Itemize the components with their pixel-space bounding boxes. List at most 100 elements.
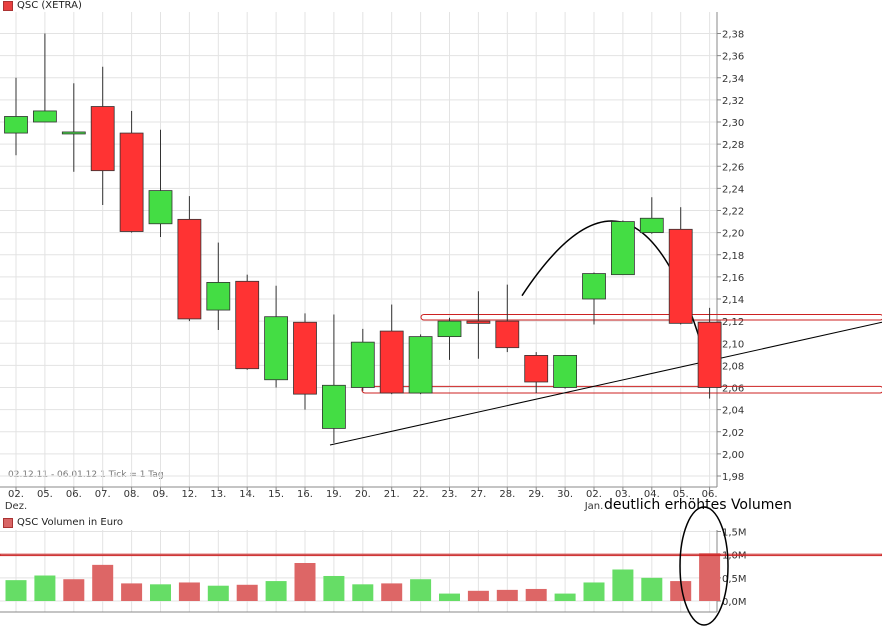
x-tick-label: 06. <box>702 489 718 500</box>
volume-bar <box>5 580 27 601</box>
price-tick-label: 2,28 <box>722 140 744 151</box>
volume-chart-title: QSC Volumen in Euro <box>17 517 124 528</box>
resistance-band <box>420 313 882 321</box>
price-tick-label: 2,26 <box>722 162 744 173</box>
candle-body <box>639 217 664 234</box>
volume-bar <box>178 582 200 601</box>
x-tick-label: 22. <box>413 489 429 500</box>
price-tick-label: 2,34 <box>722 74 744 85</box>
volume-bar <box>583 582 605 601</box>
volume-legend: QSC Volumen in Euro <box>3 517 123 528</box>
volume-bar <box>670 581 692 601</box>
price-tick-label: 2,20 <box>722 229 744 240</box>
candle-body <box>697 321 722 388</box>
candle-body <box>553 355 577 388</box>
candle-body <box>379 330 404 394</box>
price-tick-label: 2,00 <box>722 450 744 461</box>
volume-tick-label: 0,5M <box>722 574 747 585</box>
x-tick-label: 08. <box>124 489 140 500</box>
volume-bar <box>641 577 663 601</box>
volume-tick-label: 1,5M <box>722 528 747 539</box>
chart-info-text: 02.12.11 - 06.01.12 1 Tick = 1 Tag <box>8 470 164 480</box>
volume-bar <box>352 584 374 601</box>
price-tick-label: 2,24 <box>722 184 744 195</box>
x-tick-label: 23. <box>442 489 458 500</box>
x-tick-label: 16. <box>297 489 313 500</box>
x-tick-label: 27. <box>470 489 486 500</box>
volume-bar <box>294 563 316 601</box>
support-band <box>361 385 882 394</box>
price-tick-label: 2,16 <box>722 273 744 284</box>
volume-bar <box>439 593 460 601</box>
candle-body <box>119 132 144 232</box>
price-tick-label: 2,36 <box>722 52 744 63</box>
price-legend-swatch <box>3 0 13 11</box>
x-tick-label: 13. <box>210 489 226 500</box>
x-tick-label: 12. <box>181 489 197 500</box>
price-legend: QSC (XETRA) <box>3 0 82 11</box>
volume-annotation: deutlich erhöhtes Volumen <box>604 497 792 513</box>
volume-bar <box>699 553 721 601</box>
volume-bar <box>381 583 403 601</box>
x-tick-label: 15. <box>268 489 284 500</box>
volume-bar <box>554 593 576 601</box>
volume-bar <box>612 569 634 601</box>
candle-body <box>148 190 173 225</box>
overlay-annotations <box>0 506 882 626</box>
candle-body <box>668 228 693 324</box>
volume-bar <box>496 589 518 601</box>
x-ticks: 02. 05. 06. 07. 08. 09. 12. 13. 14. 15. 16. 19. 20. 2… <box>5 487 718 512</box>
price-tick-label: 2,04 <box>722 406 744 417</box>
candle-body <box>466 320 491 324</box>
volume-tick-label: 0,0M <box>722 597 747 608</box>
volume-legend-swatch <box>3 517 13 528</box>
candle-body <box>293 321 317 395</box>
candle-body <box>33 110 57 123</box>
price-tick-label: 2,38 <box>722 30 744 41</box>
x-tick-label: 30. <box>557 489 573 500</box>
chart-frame <box>0 12 718 613</box>
candle-body <box>264 316 289 381</box>
x-tick-label: 29. <box>528 489 544 500</box>
x-tick-label: 19. <box>326 489 342 500</box>
price-tick-label: 1,98 <box>722 472 744 483</box>
volume-tick-label: 1,0M <box>722 551 747 562</box>
x-tick-sublabel: Jan. <box>584 501 604 512</box>
x-tick-label: 05. <box>673 489 689 500</box>
volume-bar <box>207 585 229 601</box>
volume-bar <box>63 579 85 601</box>
volume-highlight-ellipse <box>679 506 729 626</box>
x-tick-label: 21. <box>384 489 400 500</box>
x-tick-label: 07. <box>95 489 111 500</box>
candle-body <box>437 320 462 338</box>
volume-bar <box>467 590 489 601</box>
candle-body <box>350 341 375 388</box>
volume-bar <box>323 575 345 601</box>
candle-body <box>61 131 86 135</box>
candle-body <box>611 221 635 276</box>
price-tick-label: 2,22 <box>722 207 744 218</box>
x-tick-label: 03. <box>615 489 631 500</box>
candle-body <box>408 336 433 394</box>
x-tick-label: 20. <box>355 489 371 500</box>
volume-bar <box>34 575 56 601</box>
candle-body <box>206 282 231 311</box>
price-grid <box>0 12 717 487</box>
price-chart-title: QSC (XETRA) <box>17 0 82 11</box>
volume-bar <box>265 581 287 601</box>
candle-body <box>524 355 549 383</box>
volume-bar <box>236 584 258 601</box>
price-tick-label: 2,14 <box>722 295 744 306</box>
volume-bar <box>92 564 114 601</box>
price-tick-label: 2,10 <box>722 339 744 350</box>
price-tick-label: 2,30 <box>722 118 744 129</box>
candle-body <box>90 106 115 172</box>
candle-body <box>582 273 606 300</box>
price-tick-label: 2,32 <box>722 96 744 107</box>
volume-bar <box>525 588 547 601</box>
price-tick-label: 2,18 <box>722 251 744 262</box>
x-tick-label: 04. <box>644 489 660 500</box>
price-tick-label: 2,12 <box>722 317 744 328</box>
candle-body <box>321 384 346 429</box>
price-tick-label: 2,08 <box>722 361 744 372</box>
